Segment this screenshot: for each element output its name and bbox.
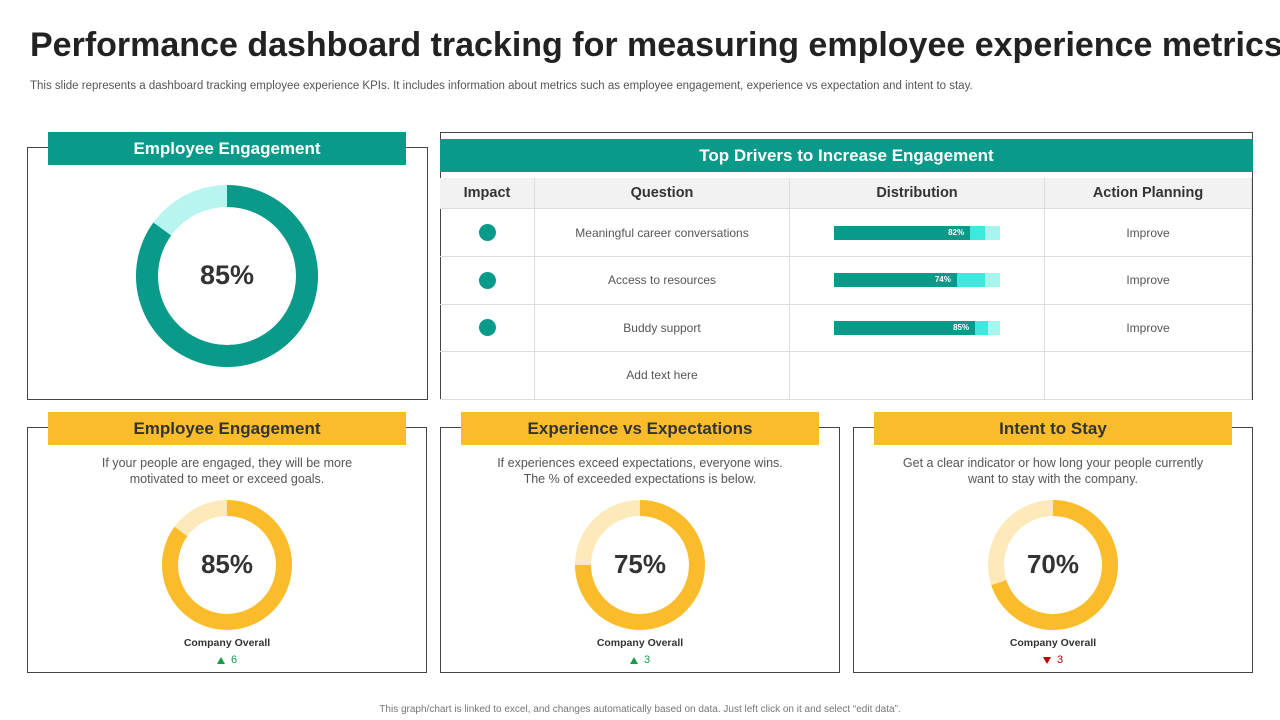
impact-dot: [478, 319, 496, 336]
change-value: 3: [1056, 654, 1064, 666]
table-header-cell: Distribution: [790, 178, 1045, 209]
distribution-segment: [975, 320, 989, 335]
distribution-segment: [985, 273, 1000, 287]
distribution-cell: 85%: [790, 304, 1045, 352]
donut-arc: [991, 500, 1118, 630]
donut-arc: [162, 500, 292, 630]
trend-arrow: [629, 657, 638, 664]
distribution-segment: [970, 225, 986, 240]
donut-arc: [575, 500, 705, 630]
company-overall-label: Company Overall: [183, 637, 271, 649]
question-cell: Add text here: [535, 351, 790, 400]
distribution-label: 74%: [934, 275, 951, 284]
panel-header: Intent to Stay: [874, 412, 1232, 445]
change-row: 3: [440, 654, 840, 666]
impact-dot: [478, 224, 496, 241]
donut-chart: 75%: [575, 500, 705, 630]
change-row: 6: [27, 654, 427, 666]
distribution-cell: [790, 351, 1045, 400]
company-overall-label: Company Overall: [1009, 637, 1097, 649]
table-header-cell: Action Planning: [1045, 178, 1252, 209]
question-cell: Meaningful career conversations: [535, 209, 790, 257]
page-subtitle: This slide represents a dashboard tracki…: [30, 80, 973, 92]
distribution-label: 85%: [953, 322, 970, 332]
action-cell: [1045, 351, 1252, 400]
company-overall-label: Company Overall: [596, 637, 684, 649]
action-cell: Improve: [1045, 256, 1252, 305]
impact-cell: [440, 209, 535, 257]
panel-description: motivated to meet or exceed goals.: [129, 472, 325, 486]
donut-label: 70%: [1027, 549, 1079, 579]
table-header-cell: Question: [535, 178, 790, 209]
action-cell: Improve: [1045, 209, 1252, 257]
distribution-bar: 74%: [834, 273, 1000, 287]
action-cell: Improve: [1045, 304, 1252, 352]
distribution-segment: 85%: [834, 320, 976, 335]
trend-arrow: [1042, 657, 1051, 664]
panel-header: Employee Engagement: [48, 132, 406, 165]
distribution-label: 82%: [948, 227, 965, 237]
panel-description: want to stay with the company.: [968, 472, 1138, 486]
distribution-segment: 82%: [834, 225, 971, 240]
distribution-bar: 82%: [834, 225, 1000, 240]
donut-label: 85%: [200, 260, 254, 290]
distribution-cell: 74%: [790, 256, 1045, 305]
page-title: Performance dashboard tracking for measu…: [30, 26, 1280, 64]
donut-chart: 85%: [136, 185, 318, 367]
impact-cell: [440, 351, 535, 400]
change-value: 3: [643, 654, 651, 666]
impact-cell: [440, 304, 535, 352]
trend-arrow: [216, 657, 225, 664]
change-row: 3: [853, 654, 1253, 666]
change-value: 6: [230, 654, 238, 666]
panel-description: If your people are engaged, they will be…: [101, 456, 353, 470]
donut-arc: [136, 185, 318, 367]
panel-description: The % of exceeded expectations is below.: [523, 472, 757, 486]
donut-label: 75%: [614, 549, 666, 579]
impact-dot: [478, 271, 496, 289]
impact-cell: [440, 256, 535, 305]
panel-border: [440, 132, 1253, 400]
question-cell: Access to resources: [535, 256, 790, 305]
panel-description: If experiences exceed expectations, ever…: [497, 456, 783, 470]
donut-label: 85%: [201, 549, 253, 579]
question-cell: Buddy support: [535, 304, 790, 352]
panel-header: Top Drivers to Increase Engagement: [440, 139, 1253, 172]
footer-note: This graph/chart is linked to excel, and…: [379, 704, 901, 715]
table-header-cell: Impact: [440, 178, 535, 209]
distribution-segment: [985, 225, 1000, 240]
distribution-segment: [988, 320, 1000, 335]
panel-header: Employee Engagement: [48, 412, 406, 445]
donut-chart: 70%: [988, 500, 1118, 630]
distribution-cell: 82%: [790, 209, 1045, 257]
distribution-segment: [956, 273, 986, 287]
distribution-bar: 85%: [834, 320, 1000, 335]
panel-header: Experience vs Expectations: [461, 412, 819, 445]
distribution-segment: 74%: [834, 273, 957, 287]
panel-description: Get a clear indicator or how long your p…: [902, 456, 1204, 470]
donut-chart: 85%: [162, 500, 292, 630]
